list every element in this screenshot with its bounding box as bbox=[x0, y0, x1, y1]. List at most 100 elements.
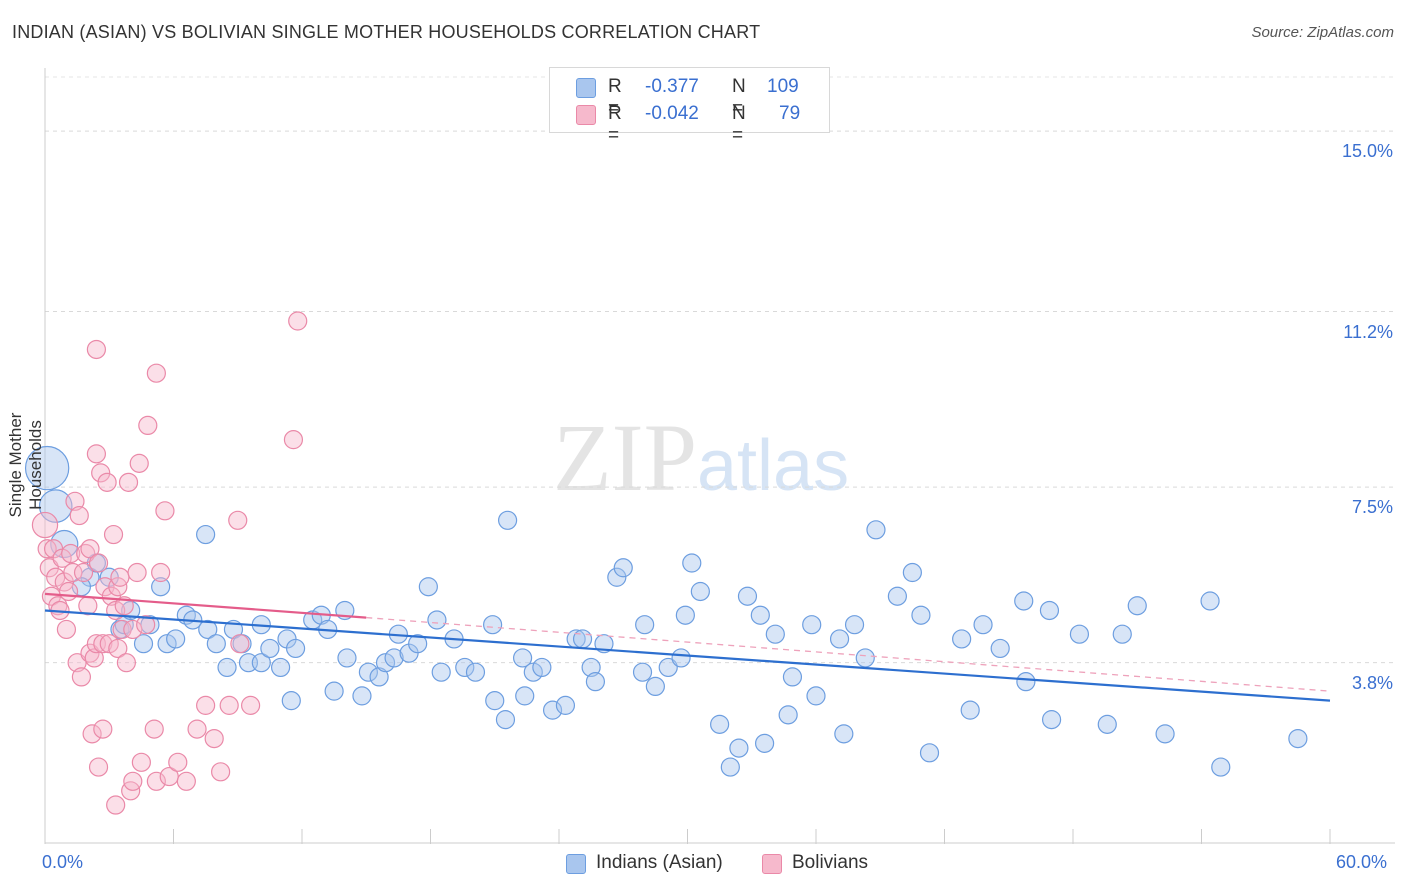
bolivian-point bbox=[129, 453, 149, 473]
indian-point bbox=[645, 676, 665, 697]
indian-point bbox=[384, 648, 404, 668]
indian-point bbox=[498, 510, 518, 530]
indian-point bbox=[737, 586, 758, 606]
bolivian-point bbox=[97, 472, 117, 492]
bolivian-point bbox=[61, 543, 81, 564]
indian-point bbox=[285, 638, 306, 659]
indian-point bbox=[855, 648, 875, 668]
bolivian-point bbox=[196, 695, 216, 715]
bolivian-point bbox=[114, 596, 134, 616]
axes bbox=[44, 68, 1395, 844]
indian-point bbox=[710, 714, 730, 734]
bolivian-point bbox=[146, 363, 166, 383]
indian-point bbox=[260, 638, 280, 659]
indian-point bbox=[555, 695, 576, 715]
bolivian-point bbox=[136, 615, 156, 635]
indian-point bbox=[973, 615, 993, 635]
indian-point bbox=[324, 681, 344, 701]
indian-point bbox=[829, 629, 850, 649]
indian-point bbox=[720, 757, 740, 777]
bolivian-point bbox=[108, 577, 128, 597]
legend-r-label: R = bbox=[608, 103, 622, 146]
indian-point bbox=[682, 553, 702, 573]
indian-point bbox=[960, 700, 980, 720]
bolivian-point bbox=[65, 491, 85, 511]
bolivian-point bbox=[86, 444, 107, 464]
x-tick-label-max: 60.0% bbox=[1336, 852, 1388, 872]
legend-swatch-bolivians bbox=[762, 854, 782, 874]
indian-point bbox=[802, 615, 822, 635]
indian-point bbox=[844, 615, 865, 635]
indian-point bbox=[585, 672, 606, 692]
bolivian-point bbox=[151, 562, 171, 583]
indian-point bbox=[1014, 591, 1034, 611]
indian-point bbox=[887, 586, 907, 606]
indian-point bbox=[1039, 600, 1060, 621]
indian-point bbox=[369, 667, 389, 687]
indian-point bbox=[607, 567, 627, 587]
bolivian-point bbox=[84, 648, 104, 668]
bolivian-point bbox=[116, 653, 136, 673]
indian-point bbox=[483, 615, 503, 635]
indian-point bbox=[632, 662, 653, 682]
indian-point bbox=[465, 662, 486, 682]
bolivian-point bbox=[187, 719, 207, 739]
indian-point bbox=[515, 686, 535, 706]
indian-trend-line bbox=[44, 609, 1331, 702]
bolivian-point bbox=[211, 762, 231, 782]
indian-point bbox=[455, 657, 475, 678]
indian-point bbox=[352, 686, 372, 706]
indian-point bbox=[542, 700, 563, 720]
bolivian-point bbox=[108, 638, 128, 659]
indian-point bbox=[765, 624, 785, 644]
indian-point bbox=[675, 605, 695, 625]
bolivian-point bbox=[31, 511, 59, 539]
bolivian-point bbox=[93, 719, 113, 739]
bolivian-point bbox=[176, 771, 196, 791]
bolivian-point bbox=[204, 728, 224, 749]
bolivian-point bbox=[58, 581, 79, 602]
indian-point bbox=[782, 667, 803, 687]
indian-point bbox=[952, 629, 972, 649]
indian-point bbox=[133, 634, 154, 654]
bolivian-point bbox=[69, 505, 89, 526]
indian-point bbox=[729, 738, 749, 758]
bolivian-point bbox=[88, 553, 109, 573]
legend-label: Indians (Asian) bbox=[596, 852, 723, 873]
indian-point bbox=[613, 558, 633, 578]
bolivian-point bbox=[88, 757, 109, 777]
indian-point bbox=[1097, 714, 1117, 734]
indian-point bbox=[1041, 710, 1062, 730]
bolivian-point bbox=[106, 795, 126, 815]
indian-point bbox=[1211, 757, 1231, 777]
indian-point bbox=[635, 615, 655, 635]
bolivian-point bbox=[118, 472, 139, 492]
legend-label: Bolivians bbox=[792, 852, 869, 873]
indian-point bbox=[671, 648, 691, 668]
y-tick-label: 7.5% bbox=[1351, 497, 1393, 518]
legend-n-value: 79 bbox=[779, 103, 801, 124]
indian-point bbox=[658, 657, 678, 678]
bolivian-point bbox=[86, 339, 107, 360]
watermark: ZIPatlas bbox=[553, 402, 849, 513]
indian-point bbox=[166, 629, 186, 649]
indian-point bbox=[24, 445, 70, 491]
y-tick-label: 3.8% bbox=[1351, 672, 1393, 693]
indian-point bbox=[750, 605, 770, 625]
indian-point bbox=[512, 648, 533, 668]
indian-point bbox=[1127, 596, 1147, 616]
indian-point bbox=[806, 686, 826, 706]
bolivian-point bbox=[121, 781, 141, 801]
legend-r-value: -0.042 bbox=[645, 103, 699, 124]
indian-point bbox=[690, 581, 710, 602]
bolivian-point bbox=[131, 752, 151, 772]
bolivian-point bbox=[288, 311, 308, 331]
indian-point bbox=[834, 724, 854, 744]
legend-r-value: -0.377 bbox=[645, 76, 699, 97]
indian-point bbox=[358, 662, 378, 682]
legend-swatch-bolivians bbox=[576, 105, 596, 125]
legend-n-label: N = bbox=[732, 103, 746, 146]
indian-point bbox=[485, 691, 505, 711]
indian-point bbox=[251, 653, 271, 673]
